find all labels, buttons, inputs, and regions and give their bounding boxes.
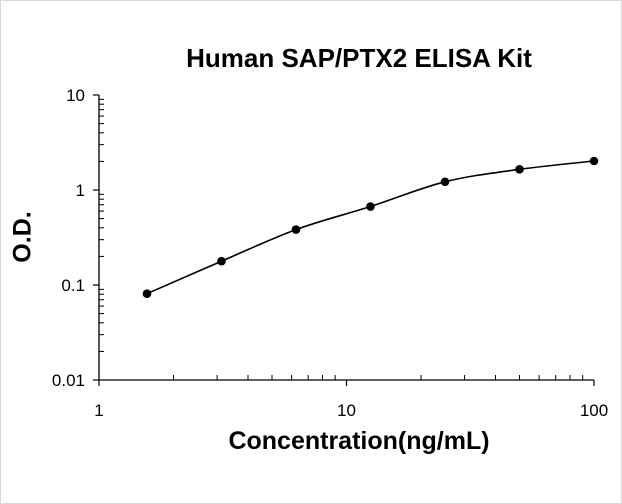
data-point — [291, 225, 301, 234]
y-tick-label: 0.1 — [61, 276, 85, 295]
x-tick-label: 10 — [337, 401, 356, 420]
data-point — [217, 256, 226, 266]
x-tick-label: 100 — [580, 401, 608, 420]
data-point — [142, 289, 152, 298]
x-tick-label: 1 — [94, 401, 103, 420]
data-point — [589, 156, 599, 166]
data-point — [366, 202, 375, 211]
y-tick-label: 0.01 — [52, 371, 85, 390]
data-point — [515, 165, 524, 174]
fit-curve — [146, 160, 595, 295]
y-tick-label: 10 — [66, 86, 85, 105]
y-tick-label: 1 — [76, 181, 85, 200]
data-point — [440, 177, 450, 187]
chart-title: Human SAP/PTX2 ELISA Kit — [186, 43, 532, 73]
x-axis-label: Concentration(ng/mL) — [228, 427, 490, 455]
